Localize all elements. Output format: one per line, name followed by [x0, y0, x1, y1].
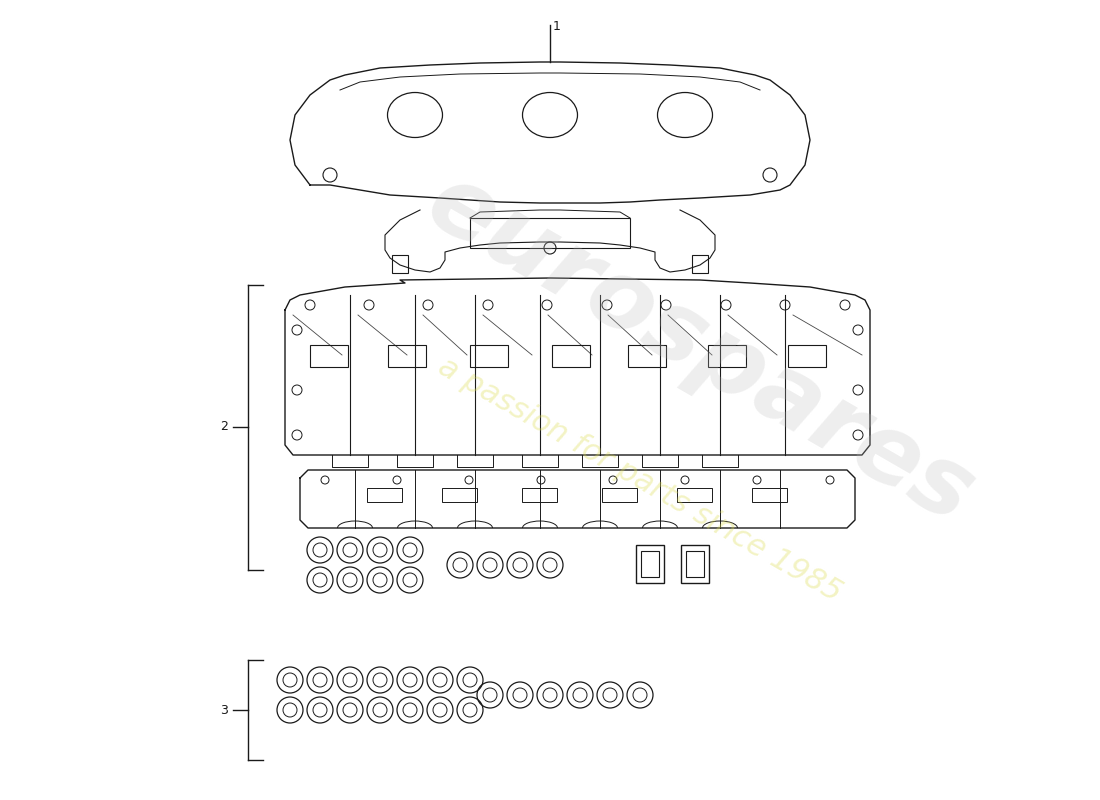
Bar	[602, 488, 637, 502]
Bar	[686, 551, 704, 577]
Bar	[470, 218, 630, 248]
Bar	[788, 345, 826, 367]
Text: 2: 2	[220, 421, 228, 434]
Bar	[388, 345, 426, 367]
Bar	[442, 488, 477, 502]
Bar	[692, 255, 708, 273]
Bar	[628, 345, 666, 367]
Text: a passion for parts since 1985: a passion for parts since 1985	[433, 352, 847, 608]
Bar	[470, 345, 508, 367]
Bar	[310, 345, 348, 367]
Bar	[676, 488, 712, 502]
Bar	[367, 488, 402, 502]
Bar	[752, 488, 786, 502]
Bar	[641, 551, 659, 577]
Bar	[392, 255, 408, 273]
Text: 3: 3	[220, 703, 228, 717]
Bar	[708, 345, 746, 367]
Bar	[552, 345, 590, 367]
Bar	[522, 488, 557, 502]
Bar	[681, 545, 710, 583]
Bar	[636, 545, 664, 583]
Text: 1: 1	[553, 20, 561, 33]
Text: eurospares: eurospares	[410, 156, 990, 544]
